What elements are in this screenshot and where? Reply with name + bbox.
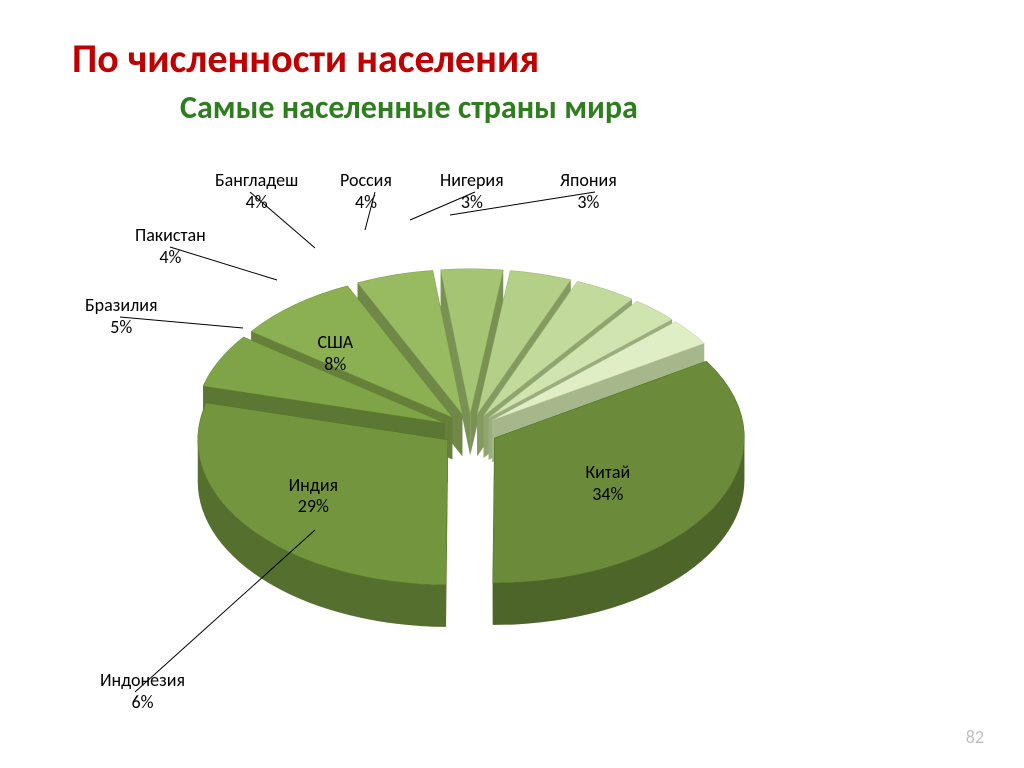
slice-name: Россия [340,170,392,192]
pie-slice-label: Нигерия3% [440,170,504,213]
pie-slice-label: США8% [317,332,353,375]
slice-percent: 34% [585,484,630,506]
slice-percent: 6% [100,692,185,714]
pie-slice-label: Бангладеш4% [215,170,298,213]
slice-name: Япония [560,170,617,192]
slice-name: Китай [585,462,630,484]
slice-percent: 4% [215,192,298,214]
pie-slice-label: Китай34% [585,462,630,505]
slice-percent: 3% [560,192,617,214]
pie-slice-label: Пакистан4% [135,225,206,268]
slice-percent: 5% [85,317,158,339]
slice-name: Бангладеш [215,170,298,192]
slice-name: Пакистан [135,225,206,247]
slice-percent: 8% [317,354,353,376]
slice-percent: 4% [340,192,392,214]
page-title-main: По численности населения [72,34,539,83]
slice-name: США [317,332,353,354]
pie-slice-label: Бразилия5% [85,295,158,338]
slice-percent: 4% [135,247,206,269]
slice-name: Нигерия [440,170,504,192]
page-title-sub: Самые населенные страны мира [180,88,638,127]
slice-name: Индия [289,475,338,497]
pie-slice-label: Индонезия6% [100,670,185,713]
slice-percent: 29% [289,496,338,518]
pie-slice-label: Индия29% [289,475,338,518]
leader-line [135,530,315,692]
slice-name: Бразилия [85,295,158,317]
pie-slice-label: Россия4% [340,170,392,213]
slice-name: Индонезия [100,670,185,692]
slice-percent: 3% [440,192,504,214]
pie-chart: Китай34% Индия29% Индонезия6% США8% Бразилия… [0,130,1024,740]
pie-slice-label: Япония3% [560,170,617,213]
